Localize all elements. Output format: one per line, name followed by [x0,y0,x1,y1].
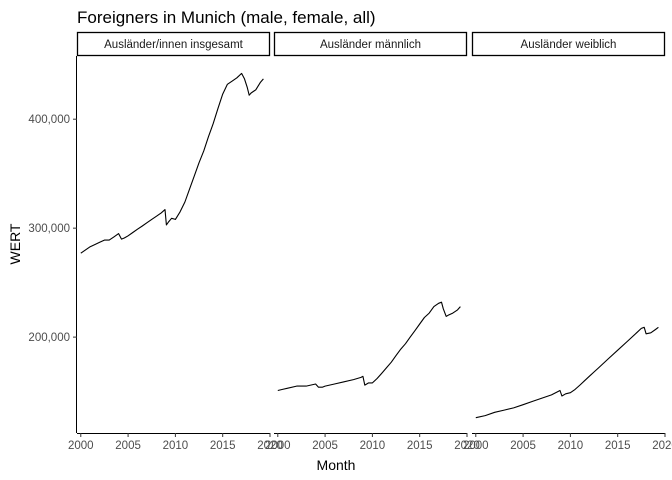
x-tick-label: 2005 [115,440,141,452]
x-tick-label: 2010 [558,440,584,452]
facet-strip [273,31,468,57]
facet-panel: Ausländer/innen insgesamt 2000 2005 2010 201… [28,31,283,452]
x-tick-label: 2020 [257,440,283,452]
facet-strip-label: Ausländer männlich [320,39,421,51]
facet-strip-label: Ausländer weiblich [521,39,617,51]
facet-strip-label: Ausländer/innen insgesamt [104,39,244,51]
x-tick-label: 2000 [68,440,94,452]
y-tick-label: 200,000 [28,332,70,344]
x-tick-label: 2020 [652,440,672,452]
x-axis-title: Month [317,457,356,473]
x-tick-label: 2000 [265,440,291,452]
x-tick-label: 2005 [312,440,338,452]
x-tick-label: 2020 [454,440,480,452]
x-tick-label: 2010 [163,440,189,452]
series-line [80,72,264,254]
series-line [277,301,461,392]
y-tick-label: 300,000 [28,223,70,235]
facet-strip [471,31,666,57]
x-tick-label: 2015 [210,440,236,452]
y-tick-label: 400,000 [28,114,70,126]
x-tick-label: 2000 [463,440,489,452]
x-tick-label: 2005 [510,440,536,452]
series-line [475,326,659,419]
x-tick-label: 2010 [360,440,386,452]
chart-title: Foreigners in Munich (male, female, all) [77,8,376,27]
facet-strip [76,31,271,57]
facet-panel: Ausländer männlich 2000 2005 2010 2015 2020 [265,31,480,452]
x-tick-label: 2015 [407,440,433,452]
x-tick-label: 2015 [605,440,631,452]
facet-panels: Ausländer/innen insgesamt 2000 2005 2010 201… [28,31,672,452]
y-axis-title: WERT [7,223,23,264]
facet-panel: Ausländer weiblich 2000 2005 2010 2015 2020 [463,31,672,452]
